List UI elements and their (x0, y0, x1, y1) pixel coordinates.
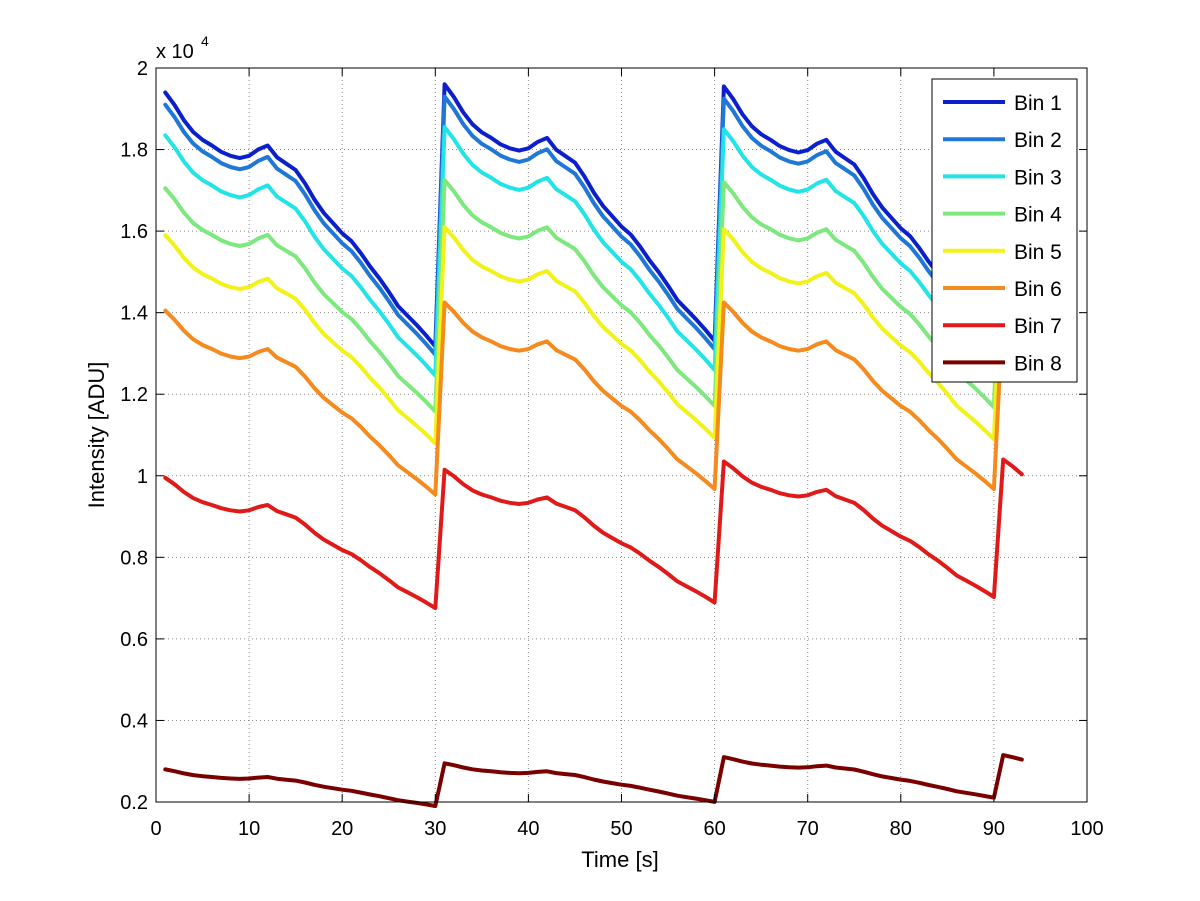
x-tick-label: 70 (797, 818, 819, 840)
series-line-bin-5 (163, 225, 1024, 446)
series-line-bin-7 (163, 457, 1024, 611)
legend-label-bin-3: Bin 3 (1014, 166, 1062, 189)
series-line-bin-4 (163, 178, 1024, 414)
legend: Bin 1 Bin 2 Bin 3 Bin 4 Bin 5 Bin 6 Bin 7 Bin 8 (931, 78, 1078, 383)
legend-label-bin-1: Bin 1 (1014, 92, 1062, 115)
series-layer (163, 82, 1024, 808)
legend-label-bin-8: Bin 8 (1014, 352, 1062, 375)
legend-label-bin-7: Bin 7 (1014, 315, 1062, 338)
series-line-bin-8 (163, 753, 1024, 808)
y-tick-label: 0.2 (120, 792, 148, 814)
y-tick-label: 1.6 (120, 221, 148, 243)
y-tick-label: 2 (137, 58, 148, 80)
y-exponent-label: x 10 (156, 41, 194, 63)
legend-label-bin-6: Bin 6 (1014, 278, 1062, 301)
x-tick-label: 40 (517, 818, 539, 840)
x-tick-label: 0 (150, 818, 161, 840)
y-tick-label: 0.8 (120, 547, 148, 569)
x-tick-label: 50 (610, 818, 632, 840)
y-tick-label: 1.8 (120, 140, 148, 162)
series-line-bin-6 (163, 300, 1024, 497)
legend-label-bin-2: Bin 2 (1014, 129, 1062, 152)
legend-label-bin-4: Bin 4 (1014, 204, 1062, 227)
tick-labels: 0 10 20 30 40 50 60 70 80 90 100 0.2 0.4 0.6 0.8 1 1.2 1.… (120, 58, 1104, 840)
x-tick-label: 80 (890, 818, 912, 840)
y-tick-label: 0.6 (120, 629, 148, 651)
y-tick-label: 1.4 (120, 303, 148, 325)
series-line-bin-2 (163, 94, 1024, 357)
series-line-bin-3 (163, 125, 1024, 378)
ticks (155, 67, 1088, 803)
series-line-bin-1 (163, 82, 1024, 349)
y-exponent-power: 4 (201, 33, 209, 49)
y-tick-label: 0.4 (120, 710, 148, 732)
x-tick-label: 100 (1070, 818, 1103, 840)
x-axis-label: Time [s] (581, 847, 658, 872)
x-tick-label: 60 (703, 818, 725, 840)
legend-label-bin-5: Bin 5 (1014, 241, 1062, 264)
x-tick-label: 30 (424, 818, 446, 840)
y-axis-label: Intensity [ADU] (84, 362, 109, 509)
x-tick-label: 10 (238, 818, 260, 840)
y-tick-label: 1.2 (120, 384, 148, 406)
y-tick-label: 1 (137, 466, 148, 488)
x-tick-label: 90 (983, 818, 1005, 840)
x-tick-label: 20 (331, 818, 353, 840)
legend-box (931, 78, 1078, 383)
